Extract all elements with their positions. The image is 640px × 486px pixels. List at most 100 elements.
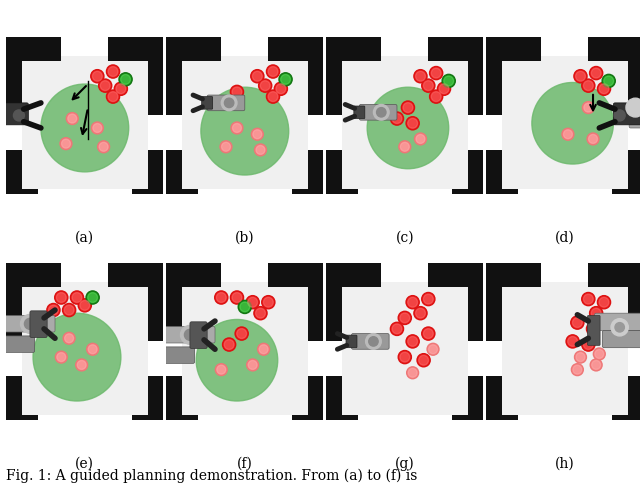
Circle shape: [276, 84, 286, 94]
Circle shape: [65, 334, 74, 343]
Polygon shape: [6, 263, 61, 341]
Circle shape: [224, 340, 234, 349]
Circle shape: [390, 112, 404, 125]
Circle shape: [400, 352, 410, 362]
Polygon shape: [166, 37, 221, 116]
Circle shape: [584, 340, 593, 349]
Circle shape: [408, 336, 417, 347]
Circle shape: [68, 114, 77, 123]
Circle shape: [589, 135, 598, 143]
Circle shape: [588, 324, 598, 334]
Circle shape: [414, 69, 427, 83]
Bar: [502, 56, 627, 189]
Circle shape: [106, 90, 120, 103]
Circle shape: [431, 92, 441, 102]
Text: (d): (d): [555, 231, 575, 245]
Circle shape: [415, 133, 426, 145]
Polygon shape: [486, 376, 518, 420]
Circle shape: [63, 303, 76, 317]
Bar: [182, 56, 307, 189]
Circle shape: [251, 69, 264, 83]
Circle shape: [54, 291, 68, 304]
Bar: [342, 282, 467, 415]
Circle shape: [563, 130, 572, 139]
Circle shape: [221, 95, 237, 111]
FancyBboxPatch shape: [202, 97, 212, 109]
Circle shape: [566, 335, 579, 348]
FancyBboxPatch shape: [629, 101, 640, 128]
Circle shape: [232, 123, 241, 133]
Circle shape: [217, 365, 226, 374]
Polygon shape: [6, 376, 38, 420]
Polygon shape: [292, 150, 323, 194]
FancyBboxPatch shape: [141, 347, 195, 364]
FancyBboxPatch shape: [602, 330, 640, 347]
Circle shape: [406, 335, 419, 348]
Circle shape: [442, 74, 455, 87]
Circle shape: [108, 92, 118, 102]
Circle shape: [400, 313, 410, 323]
Circle shape: [221, 142, 230, 151]
Circle shape: [602, 74, 615, 87]
Circle shape: [120, 74, 131, 84]
Circle shape: [99, 142, 108, 151]
Circle shape: [275, 82, 287, 95]
Circle shape: [532, 83, 613, 164]
Circle shape: [280, 74, 291, 84]
Text: (a): (a): [76, 231, 94, 245]
Circle shape: [419, 355, 429, 365]
Circle shape: [253, 130, 262, 139]
Circle shape: [98, 141, 109, 153]
Circle shape: [427, 343, 439, 355]
Circle shape: [587, 133, 599, 145]
Circle shape: [86, 291, 99, 304]
Circle shape: [91, 69, 104, 83]
Circle shape: [64, 305, 74, 315]
Circle shape: [232, 87, 242, 97]
Circle shape: [92, 71, 102, 81]
Circle shape: [415, 308, 426, 318]
Circle shape: [99, 79, 112, 92]
Polygon shape: [108, 37, 163, 116]
Circle shape: [582, 293, 595, 306]
Circle shape: [429, 67, 443, 80]
Circle shape: [376, 107, 386, 117]
FancyBboxPatch shape: [0, 103, 28, 125]
Circle shape: [401, 101, 415, 114]
Circle shape: [92, 122, 103, 134]
Bar: [342, 56, 467, 189]
Text: Fig. 1: A guided planning demonstration. From (a) to (f) is: Fig. 1: A guided planning demonstration.…: [6, 469, 418, 484]
Circle shape: [584, 81, 593, 90]
Bar: [22, 56, 147, 189]
Circle shape: [260, 81, 270, 90]
Circle shape: [392, 324, 402, 334]
Circle shape: [88, 293, 97, 302]
Circle shape: [597, 82, 611, 95]
Circle shape: [576, 353, 585, 362]
Circle shape: [599, 84, 609, 94]
Circle shape: [424, 81, 433, 90]
FancyBboxPatch shape: [588, 315, 600, 346]
Circle shape: [268, 67, 278, 76]
Circle shape: [408, 297, 417, 307]
Circle shape: [615, 323, 625, 332]
Circle shape: [437, 82, 451, 95]
Circle shape: [231, 122, 243, 134]
FancyBboxPatch shape: [141, 327, 215, 343]
Circle shape: [255, 308, 266, 318]
Bar: [182, 282, 307, 415]
Circle shape: [365, 333, 381, 349]
Circle shape: [252, 71, 262, 81]
Circle shape: [399, 141, 411, 153]
Polygon shape: [166, 263, 221, 341]
Circle shape: [572, 318, 582, 328]
Circle shape: [422, 293, 435, 306]
Circle shape: [572, 364, 583, 376]
Circle shape: [235, 327, 248, 340]
Circle shape: [100, 81, 110, 90]
Circle shape: [72, 293, 82, 302]
Circle shape: [422, 79, 435, 92]
Text: (h): (h): [555, 457, 575, 471]
Circle shape: [108, 67, 118, 76]
Circle shape: [248, 361, 257, 369]
